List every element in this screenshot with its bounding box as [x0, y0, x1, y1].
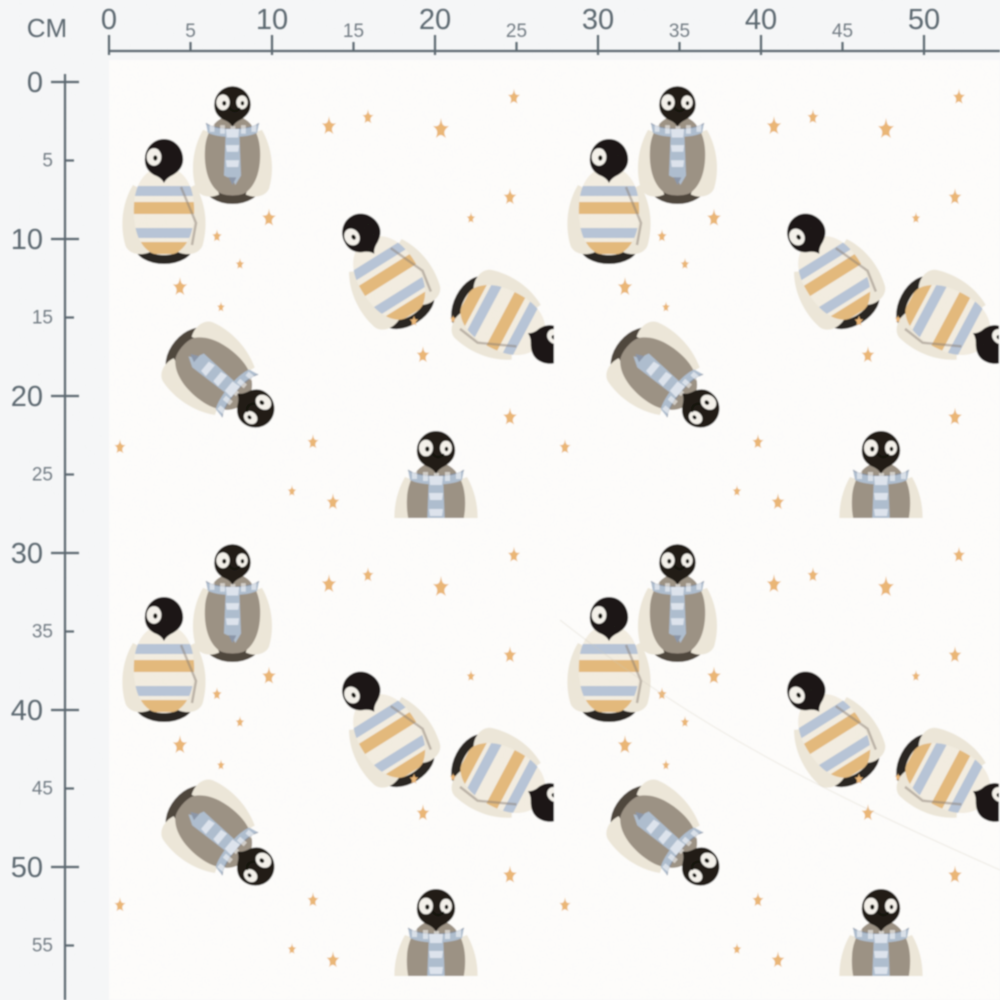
svg-text:40: 40 [11, 695, 43, 727]
svg-text:15: 15 [343, 21, 364, 42]
svg-text:20: 20 [11, 381, 43, 413]
svg-text:55: 55 [32, 936, 53, 957]
svg-text:50: 50 [11, 852, 43, 884]
svg-text:35: 35 [32, 622, 53, 643]
svg-text:45: 45 [32, 779, 53, 800]
svg-text:45: 45 [832, 21, 853, 42]
svg-text:0: 0 [27, 67, 43, 99]
svg-text:20: 20 [419, 4, 451, 36]
svg-text:25: 25 [32, 465, 53, 486]
svg-text:15: 15 [32, 308, 53, 329]
svg-text:25: 25 [506, 21, 527, 42]
svg-text:10: 10 [11, 224, 43, 256]
svg-text:40: 40 [745, 4, 777, 36]
svg-text:10: 10 [256, 4, 288, 36]
svg-text:30: 30 [582, 4, 614, 36]
svg-text:0: 0 [101, 4, 117, 36]
svg-text:30: 30 [11, 538, 43, 570]
svg-text:5: 5 [42, 151, 53, 172]
svg-text:50: 50 [908, 4, 940, 36]
svg-text:5: 5 [185, 21, 196, 42]
svg-text:35: 35 [669, 21, 690, 42]
svg-text:CM: CM [27, 13, 67, 43]
